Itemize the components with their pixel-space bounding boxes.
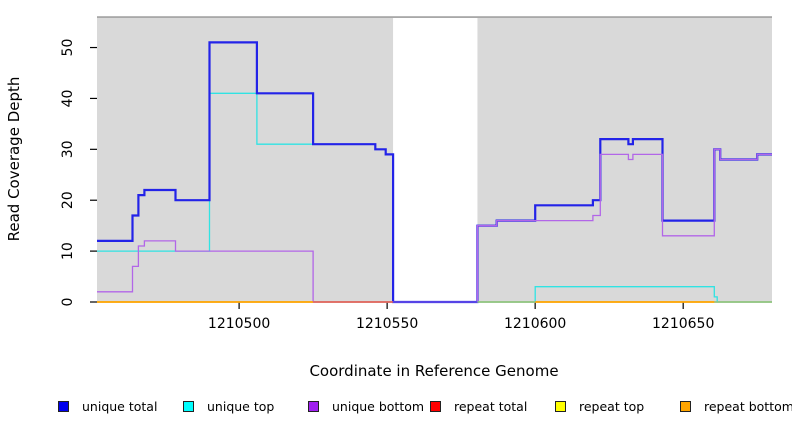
y-tick-label: 0	[60, 298, 76, 307]
x-axis-title: Coordinate in Reference Genome	[309, 362, 559, 380]
y-tick-label: 40	[60, 90, 76, 108]
y-axis-title: Read Coverage Depth	[5, 76, 23, 242]
x-tick-label: 1210550	[356, 316, 418, 332]
series-line-unique-bottom	[97, 148, 772, 303]
y-tick-label: 20	[60, 191, 76, 209]
x-tick-label: 1210500	[208, 316, 270, 332]
y-tick-label: 30	[60, 140, 76, 158]
y-tick-label: 10	[60, 242, 76, 260]
x-tick-label: 1210600	[504, 316, 566, 332]
no-data-gap	[393, 18, 478, 302]
x-tick-label: 1210650	[652, 316, 714, 332]
y-tick-label: 50	[60, 39, 76, 57]
